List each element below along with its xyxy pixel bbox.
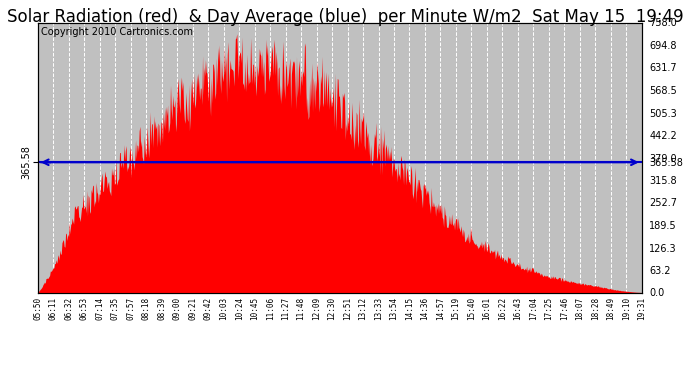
Text: Solar Radiation (red)  & Day Average (blue)  per Minute W/m2  Sat May 15  19:49: Solar Radiation (red) & Day Average (blu… — [7, 8, 683, 26]
Text: Copyright 2010 Cartronics.com: Copyright 2010 Cartronics.com — [41, 27, 193, 36]
